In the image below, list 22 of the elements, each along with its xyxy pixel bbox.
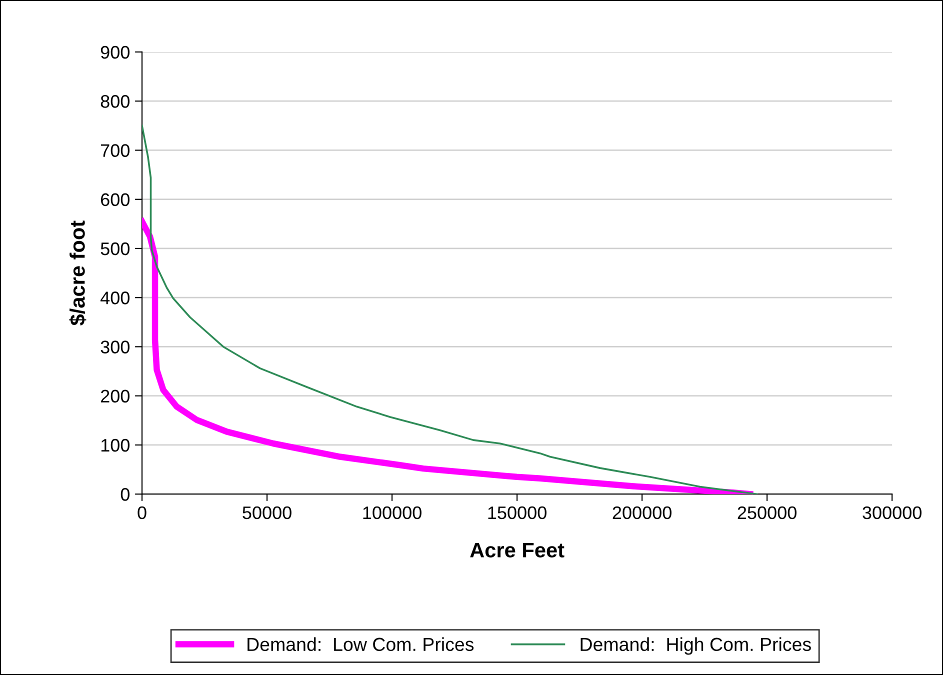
y-tick-label: 100	[101, 438, 130, 452]
y-tick-label: 600	[101, 193, 130, 206]
x-tick-label: 200000	[612, 506, 672, 520]
y-tick-label: 900	[100, 46, 130, 59]
x-tick-label: 100000	[363, 506, 422, 520]
y-tick-label: 300	[100, 340, 130, 354]
y-tick-label: 500	[100, 242, 130, 256]
y-tick-label: 700	[101, 144, 130, 157]
y-tick-label: 800	[100, 95, 130, 108]
y-tick-label: 0	[120, 488, 130, 501]
x-axis-title: Acre Feet	[470, 542, 564, 558]
x-tick-label: 250000	[738, 506, 796, 520]
legend-label: Demand: High Com. Prices	[580, 637, 811, 655]
line-series	[142, 124, 758, 494]
x-tick-label: 50000	[242, 506, 292, 520]
y-axis-title: $/acre foot	[69, 220, 86, 326]
x-tick-label: 0	[138, 506, 146, 520]
legend-label: Demand: Low Com. Prices	[248, 637, 474, 652]
x-tick-label: 300000	[862, 506, 922, 520]
y-tick-label: 200	[100, 390, 130, 403]
y-tick-label: 400	[100, 292, 130, 304]
x-tick-label: 150000	[488, 506, 546, 520]
